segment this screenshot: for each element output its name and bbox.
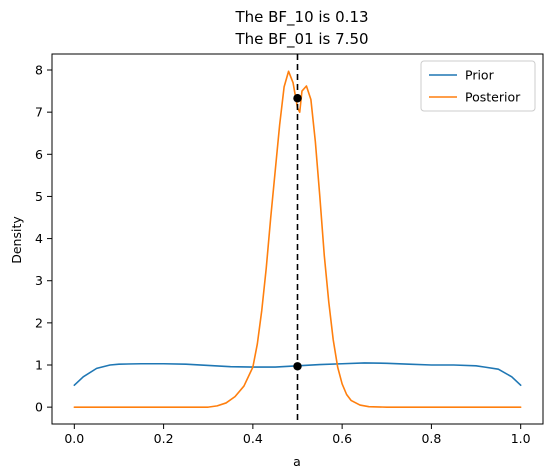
- x-tick-label: 0.0: [64, 431, 84, 446]
- y-tick-label: 0: [35, 400, 43, 415]
- x-axis-ticks: 0.0 0.2 0.4 0.6 0.8 1.0: [64, 424, 531, 446]
- y-tick-label: 3: [35, 273, 43, 288]
- legend-label-posterior: Posterior: [465, 90, 521, 105]
- y-axis-ticks: 0 1 2 3 4 5 6 7 8: [35, 63, 52, 415]
- y-axis-label: Density: [9, 216, 24, 264]
- x-tick-label: 0.4: [243, 431, 263, 446]
- chart-title-line-1: The BF_10 is 0.13: [234, 8, 368, 27]
- series-line-posterior: [73, 70, 522, 408]
- prior-point-marker: [293, 362, 302, 371]
- y-tick-label: 7: [35, 105, 43, 120]
- y-tick-label: 4: [35, 231, 43, 246]
- x-tick-label: 0.6: [332, 431, 352, 446]
- chart-title-line-2: The BF_01 is 7.50: [234, 30, 368, 49]
- posterior-point-marker: [293, 94, 302, 103]
- legend: Prior Posterior: [420, 60, 536, 112]
- x-axis-label: a: [293, 454, 301, 469]
- legend-label-prior: Prior: [465, 68, 495, 83]
- legend-box: [420, 60, 536, 112]
- x-tick-label: 0.2: [154, 431, 174, 446]
- y-tick-label: 1: [35, 358, 43, 373]
- x-tick-label: 1.0: [511, 431, 531, 446]
- y-tick-label: 5: [35, 189, 43, 204]
- y-tick-label: 6: [35, 147, 43, 162]
- chart-title: The BF_10 is 0.13 The BF_01 is 7.50: [234, 8, 368, 49]
- y-tick-label: 8: [35, 63, 43, 78]
- y-tick-label: 2: [35, 315, 43, 330]
- x-tick-label: 0.8: [421, 431, 441, 446]
